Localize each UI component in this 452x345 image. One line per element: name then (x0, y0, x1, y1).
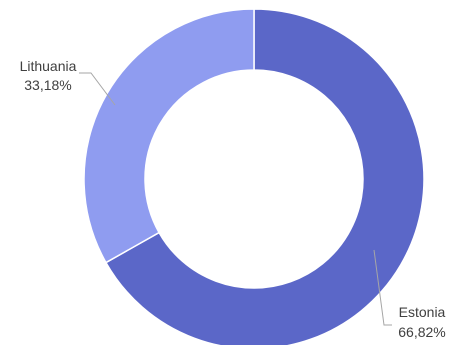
slice-label-estonia-category: Estonia (399, 304, 446, 320)
donut-slice-lithuania (83, 8, 255, 264)
label-group-lithuania: Lithuania 33,18% (20, 58, 116, 106)
leader-line-estonia (373, 249, 392, 326)
slice-label-estonia-value: 66,82% (398, 324, 445, 340)
leader-line-lithuania (79, 72, 116, 106)
donut-slice-estonia (104, 8, 425, 345)
label-group-estonia: Estonia 66,82% (373, 249, 446, 340)
donut-slices (83, 8, 425, 345)
slice-label-lithuania-value: 33,18% (24, 77, 71, 93)
slice-label-lithuania-category: Lithuania (20, 58, 77, 74)
